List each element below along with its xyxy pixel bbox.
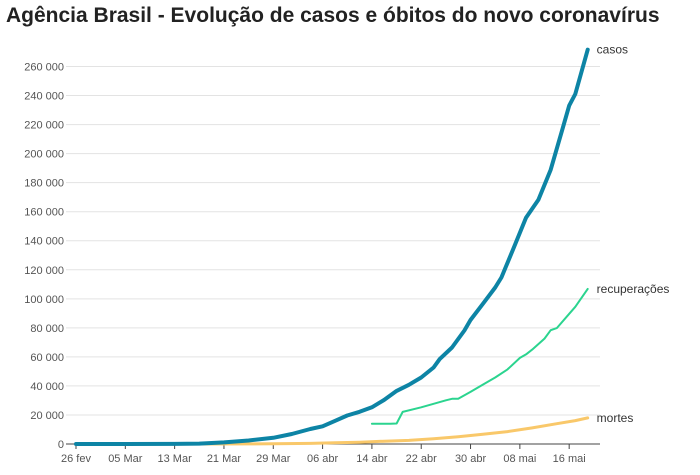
y-tick-label: 0 bbox=[58, 439, 64, 451]
series-label: mortes bbox=[597, 411, 634, 425]
y-tick-label: 200 000 bbox=[24, 149, 64, 161]
chart-title: Agência Brasil - Evolução de casos e óbi… bbox=[6, 4, 660, 27]
series-label: casos bbox=[597, 43, 628, 57]
x-tick-label: 14 abr bbox=[356, 453, 388, 465]
x-tick-label: 16 mai bbox=[553, 453, 586, 465]
y-tick-label: 140 000 bbox=[24, 236, 64, 248]
x-tick-label: 30 abr bbox=[455, 453, 487, 465]
y-axis-tick-labels: 0 20 000 40 000 60 000 80 000 100 000 120 000 1… bbox=[24, 62, 64, 451]
y-tick-label: 160 000 bbox=[24, 207, 64, 219]
series-lines bbox=[74, 47, 590, 446]
series-line bbox=[74, 47, 590, 446]
x-tick-label: 26 fev bbox=[61, 453, 91, 465]
x-tick-label: 21 Mar bbox=[207, 453, 242, 465]
series-labels: casos recuperações mortes bbox=[597, 43, 670, 425]
x-tick-label: 05 Mar bbox=[108, 453, 143, 465]
y-tick-label: 60 000 bbox=[30, 352, 64, 364]
y-tick-label: 220 000 bbox=[24, 120, 64, 132]
series-line bbox=[370, 287, 589, 425]
x-tick-label: 22 abr bbox=[406, 453, 438, 465]
y-tick-label: 120 000 bbox=[24, 265, 64, 277]
x-tick-label: 06 abr bbox=[307, 453, 339, 465]
y-tick-label: 20 000 bbox=[30, 410, 64, 422]
x-tick-label: 08 mai bbox=[503, 453, 536, 465]
y-tick-label: 240 000 bbox=[24, 91, 64, 103]
x-tick-label: 29 Mar bbox=[256, 453, 291, 465]
y-tick-label: 260 000 bbox=[24, 62, 64, 74]
series-line bbox=[74, 416, 590, 446]
x-tick-label: 13 Mar bbox=[158, 453, 193, 465]
series-label: recuperações bbox=[597, 282, 670, 296]
y-tick-label: 100 000 bbox=[24, 294, 64, 306]
x-axis-tick-labels: 26 fev 05 Mar 13 Mar 21 Mar 29 Mar 06 abr 14 a… bbox=[61, 444, 586, 465]
y-tick-label: 80 000 bbox=[30, 323, 64, 335]
y-tick-label: 180 000 bbox=[24, 178, 64, 190]
y-tick-label: 40 000 bbox=[30, 381, 64, 393]
grid-lines bbox=[66, 66, 600, 416]
